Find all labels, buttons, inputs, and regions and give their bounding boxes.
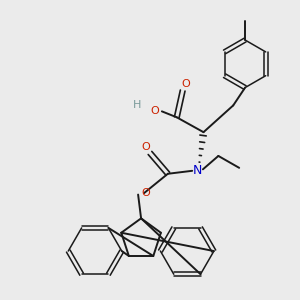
Text: O: O	[150, 106, 159, 116]
Text: N: N	[193, 164, 202, 177]
Text: H: H	[132, 100, 141, 110]
Text: O: O	[141, 188, 150, 198]
Text: O: O	[141, 142, 150, 152]
Text: O: O	[181, 79, 190, 89]
